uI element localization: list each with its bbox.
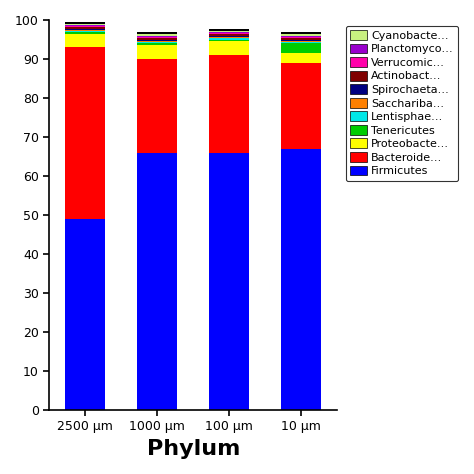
Bar	[282, 33, 321, 36]
Bar	[137, 33, 177, 36]
Bar	[137, 42, 177, 44]
Bar	[137, 41, 177, 42]
Bar	[210, 37, 249, 38]
Bar	[137, 40, 177, 41]
Legend: Cyanobacte…, Planctomyco…, Verrucomic…, Actinobact…, Spirochaeta…, Sacchariba…, : Cyanobacte…, Planctomyco…, Verrucomic…, …	[346, 26, 458, 181]
Bar	[210, 41, 249, 55]
Bar	[282, 37, 321, 38]
Bar	[210, 33, 249, 34]
Bar	[210, 28, 249, 32]
Bar	[210, 153, 249, 410]
Bar	[65, 29, 105, 30]
Bar	[65, 31, 105, 33]
Bar	[282, 41, 321, 42]
Bar	[210, 55, 249, 153]
Bar	[65, 25, 105, 26]
Bar	[282, 149, 321, 410]
Bar	[137, 44, 177, 46]
Bar	[137, 59, 177, 153]
Bar	[282, 36, 321, 37]
Bar	[137, 46, 177, 59]
Bar	[137, 33, 177, 35]
Bar	[282, 38, 321, 40]
Bar	[137, 37, 177, 38]
Bar	[65, 33, 105, 34]
Bar	[210, 28, 249, 30]
Bar	[65, 21, 105, 24]
X-axis label: Phylum: Phylum	[146, 439, 240, 459]
Bar	[137, 36, 177, 37]
Bar	[65, 27, 105, 29]
Bar	[210, 39, 249, 41]
Bar	[65, 26, 105, 27]
Bar	[282, 63, 321, 149]
Bar	[282, 40, 321, 41]
Bar	[65, 34, 105, 47]
Bar	[210, 34, 249, 36]
Bar	[137, 153, 177, 410]
Bar	[282, 53, 321, 63]
Bar	[282, 33, 321, 35]
Bar	[65, 30, 105, 31]
Bar	[65, 219, 105, 410]
Bar	[65, 21, 105, 25]
Bar	[210, 32, 249, 33]
Bar	[65, 47, 105, 219]
Bar	[282, 44, 321, 53]
Bar	[210, 38, 249, 39]
Bar	[282, 42, 321, 44]
Bar	[137, 38, 177, 40]
Bar	[210, 36, 249, 37]
